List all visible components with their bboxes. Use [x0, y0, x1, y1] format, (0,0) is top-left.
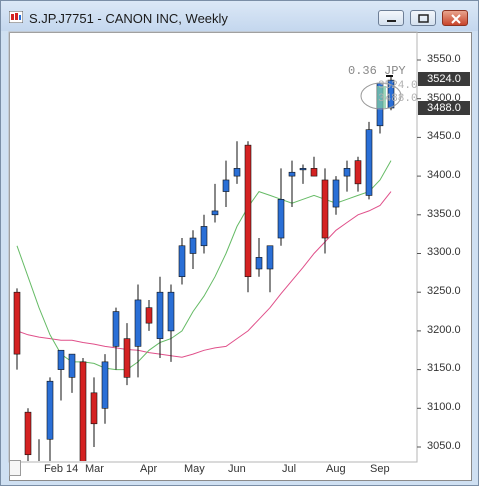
candle-body [222, 179, 230, 192]
candle-body [332, 179, 340, 208]
plot-layer [13, 75, 395, 470]
range-highlight-box [377, 86, 386, 108]
price-tick: 3550.0 [427, 53, 461, 65]
candle-body [189, 237, 197, 254]
candle-body [233, 168, 241, 177]
moving-average-short [16, 160, 392, 371]
candle-body [13, 291, 21, 355]
range-highlight-ellipse [360, 82, 402, 110]
candle-body [68, 353, 76, 378]
price-tick: 3300.0 [427, 246, 461, 258]
candle-body [123, 338, 131, 378]
price-tick: 3350.0 [427, 208, 461, 220]
plot-frame [8, 31, 418, 463]
candle-body [211, 210, 219, 216]
price-tick: 3150.0 [427, 362, 461, 374]
maximize-button[interactable] [410, 10, 436, 26]
time-tick: Apr [140, 463, 158, 475]
time-tick: Feb 14 [44, 463, 79, 475]
candle-body [178, 245, 186, 278]
candle-body [112, 311, 120, 347]
moving-average-long [16, 191, 392, 358]
maximize-icon [418, 14, 429, 23]
candle-body [321, 179, 329, 239]
title-bar[interactable]: S.JP.J7751 - CANON INC, Weekly [1, 1, 478, 31]
candle-body [57, 349, 65, 370]
candle-body [343, 168, 351, 177]
time-tick: May [184, 463, 205, 475]
candle-body [46, 380, 54, 440]
candle-body [134, 299, 142, 347]
chart-app-icon [9, 11, 23, 23]
candle-body [354, 160, 362, 185]
current-high-price-label: 3524.0 [418, 72, 470, 86]
chart-corner-box[interactable] [9, 460, 21, 476]
candle-body [277, 199, 285, 239]
candle-body [299, 168, 307, 171]
candle-body [310, 168, 318, 177]
window-title: S.JP.J7751 - CANON INC, Weekly [29, 11, 228, 26]
candle-body [90, 392, 98, 425]
price-tick: 3250.0 [427, 285, 461, 297]
candle-body [288, 171, 296, 177]
price-tick: 3050.0 [427, 440, 461, 452]
current-high-value: 3524.0 [427, 73, 461, 85]
close-button[interactable] [442, 10, 468, 26]
time-tick: Aug [326, 463, 346, 475]
minimize-icon [387, 20, 396, 22]
candle-body [101, 361, 109, 409]
minimize-button[interactable] [378, 10, 404, 26]
candle-body [145, 307, 153, 324]
candle-body [167, 291, 175, 332]
candle-body [387, 79, 395, 109]
candle-body [36, 462, 42, 470]
candle-body [24, 411, 32, 456]
range-delta-value: 0.36 [348, 64, 377, 78]
candle-body [156, 291, 164, 339]
range-unit: JPY [384, 64, 406, 78]
time-tick: Mar [85, 463, 104, 475]
range-low-ghost: 3488.0 [378, 93, 418, 105]
range-high-ghost: 3524.0 [378, 80, 418, 92]
time-tick: Sep [370, 463, 390, 475]
candle-body [200, 226, 208, 247]
candle-body [255, 257, 263, 270]
price-tick: 3100.0 [427, 401, 461, 413]
price-tick: 3450.0 [427, 130, 461, 142]
current-low-value: 3488.0 [427, 102, 461, 114]
range-delta-label: 0.36 JPY [348, 64, 406, 78]
time-tick: Jul [282, 463, 297, 475]
price-tick: 3200.0 [427, 324, 461, 336]
price-tick: 3400.0 [427, 169, 461, 181]
candle-body [266, 245, 274, 270]
time-tick: Jun [228, 463, 246, 475]
candle-body [244, 144, 252, 278]
current-low-price-label: 3488.0 [418, 101, 470, 115]
candle-body [365, 129, 373, 196]
close-icon [451, 14, 461, 24]
candle-body [79, 361, 87, 461]
range-marker [386, 75, 393, 77]
